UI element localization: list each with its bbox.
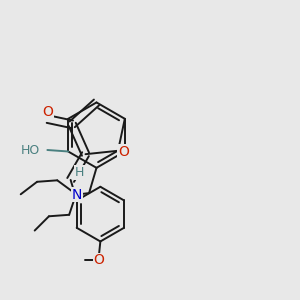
Text: HO: HO — [21, 143, 40, 157]
Text: O: O — [93, 254, 104, 268]
Text: O: O — [42, 105, 53, 118]
Text: O: O — [118, 145, 129, 159]
Text: H: H — [75, 166, 84, 179]
Text: N: N — [71, 188, 82, 202]
